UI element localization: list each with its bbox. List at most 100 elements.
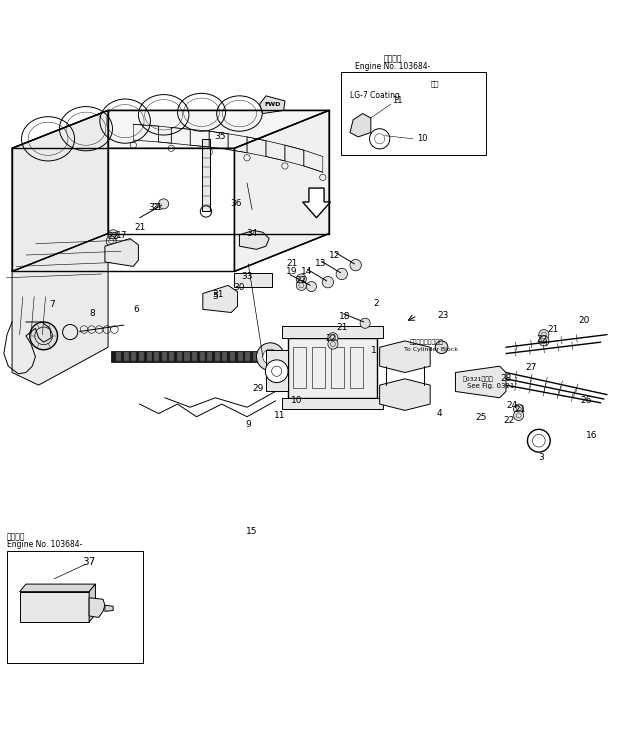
Bar (245, 352, 250, 361)
Bar (260, 352, 265, 361)
Bar (139, 352, 144, 361)
Text: 22: 22 (536, 335, 548, 344)
Bar (288, 337, 377, 398)
Circle shape (513, 404, 523, 414)
Circle shape (360, 318, 370, 329)
Text: 22: 22 (108, 232, 119, 241)
Text: 32: 32 (148, 203, 160, 212)
Text: 25: 25 (475, 413, 486, 422)
Text: 21: 21 (134, 223, 146, 232)
Polygon shape (260, 96, 285, 113)
Circle shape (106, 236, 116, 246)
Text: 21: 21 (548, 325, 559, 334)
Text: 16: 16 (586, 431, 597, 440)
Text: 19: 19 (285, 267, 297, 276)
Bar (147, 352, 152, 361)
Text: 10: 10 (291, 396, 302, 405)
Circle shape (539, 329, 549, 340)
Text: 12: 12 (329, 250, 340, 259)
Text: 15: 15 (246, 527, 258, 536)
Text: 21: 21 (152, 203, 163, 212)
Polygon shape (105, 238, 139, 267)
Circle shape (306, 282, 316, 291)
Bar (20, 592, 89, 622)
Bar (132, 352, 137, 361)
Text: 11: 11 (392, 96, 403, 105)
Polygon shape (12, 110, 329, 148)
Polygon shape (12, 233, 108, 385)
Text: 37: 37 (82, 557, 96, 567)
Bar (7, 551, 143, 663)
Bar (177, 352, 182, 361)
Polygon shape (234, 110, 329, 271)
Text: FWD: FWD (264, 102, 280, 107)
Bar (282, 326, 383, 337)
Bar (162, 352, 167, 361)
Polygon shape (89, 597, 105, 618)
Bar (124, 352, 129, 361)
Polygon shape (239, 230, 269, 250)
Circle shape (296, 280, 306, 291)
Text: 30: 30 (234, 283, 245, 292)
Bar (201, 139, 210, 212)
Bar (253, 352, 258, 361)
Bar (341, 72, 486, 155)
Circle shape (328, 333, 338, 343)
Text: 4: 4 (437, 409, 442, 418)
Text: To Cylinder Block: To Cylinder Block (404, 347, 458, 352)
Bar (111, 351, 263, 362)
Circle shape (108, 229, 118, 240)
Circle shape (328, 339, 338, 349)
Bar (222, 352, 227, 361)
Polygon shape (303, 188, 330, 218)
Bar (199, 352, 204, 361)
Bar (207, 352, 212, 361)
Text: Engine No. 103684-: Engine No. 103684- (355, 62, 430, 71)
Bar (154, 352, 160, 361)
Text: 34: 34 (246, 229, 258, 238)
Text: 1: 1 (370, 346, 376, 355)
Bar (184, 352, 189, 361)
Circle shape (350, 259, 361, 271)
Text: 11: 11 (274, 411, 285, 420)
Polygon shape (266, 350, 288, 391)
Text: 3: 3 (538, 453, 544, 462)
Text: 塗布: 塗布 (430, 80, 439, 87)
Text: 6: 6 (134, 305, 139, 314)
Text: 14: 14 (301, 267, 312, 276)
Text: 22: 22 (325, 334, 337, 343)
Polygon shape (105, 605, 113, 612)
Text: 36: 36 (230, 199, 241, 208)
Circle shape (513, 410, 523, 420)
Polygon shape (203, 285, 237, 312)
Polygon shape (89, 584, 96, 622)
Circle shape (263, 349, 278, 364)
Text: Engine No. 103684-: Engine No. 103684- (7, 540, 82, 549)
Bar (234, 273, 272, 288)
Bar (116, 352, 122, 361)
Circle shape (322, 276, 334, 288)
Text: 27: 27 (525, 363, 537, 372)
Text: 23: 23 (437, 311, 449, 320)
Bar (350, 347, 363, 388)
Polygon shape (20, 584, 96, 592)
Polygon shape (12, 110, 108, 271)
Text: 26: 26 (580, 396, 592, 405)
Bar (282, 398, 383, 409)
Text: 18: 18 (339, 312, 351, 321)
Text: 21: 21 (286, 259, 298, 268)
Text: 7: 7 (49, 300, 55, 309)
Text: 10: 10 (417, 134, 428, 143)
Text: 適用等級: 適用等級 (7, 532, 25, 541)
Text: 24: 24 (506, 401, 518, 410)
Circle shape (159, 199, 169, 209)
Text: 8: 8 (89, 309, 95, 318)
Text: シリンダブロックへ: シリンダブロックへ (410, 340, 444, 345)
Text: 22: 22 (296, 276, 307, 285)
Text: 適用等級: 適用等級 (384, 54, 403, 63)
Circle shape (336, 268, 348, 279)
Bar (237, 352, 242, 361)
Circle shape (265, 360, 288, 383)
Text: 21: 21 (336, 323, 348, 332)
Text: 13: 13 (315, 259, 327, 267)
